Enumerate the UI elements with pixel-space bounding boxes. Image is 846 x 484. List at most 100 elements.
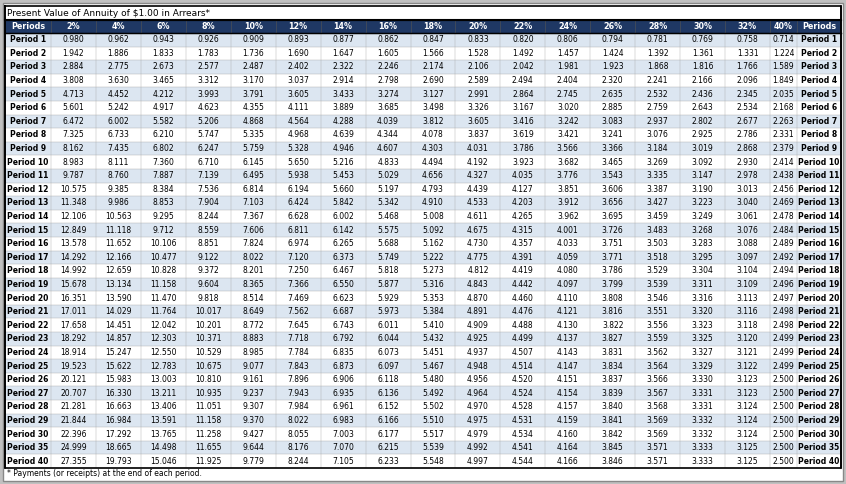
Text: 6.472: 6.472 [63, 117, 85, 126]
Bar [5, 169, 841, 182]
Text: 3.799: 3.799 [602, 280, 624, 289]
Text: 20.121: 20.121 [60, 375, 86, 384]
Text: 3.845: 3.845 [602, 443, 624, 452]
Text: 3.125: 3.125 [737, 457, 758, 466]
Text: 3.092: 3.092 [692, 158, 713, 166]
Text: Present Value of Annuity of $1.00 in Arrears*: Present Value of Annuity of $1.00 in Arr… [7, 9, 210, 17]
Text: 18.665: 18.665 [105, 443, 132, 452]
Text: 6.835: 6.835 [332, 348, 354, 357]
Text: 8.055: 8.055 [288, 429, 309, 439]
Text: 5.467: 5.467 [422, 362, 444, 371]
Text: 3.121: 3.121 [737, 348, 758, 357]
Text: 10.106: 10.106 [150, 239, 177, 248]
Text: 3.498: 3.498 [422, 103, 444, 112]
Text: 0.758: 0.758 [737, 35, 758, 45]
Text: 9.077: 9.077 [242, 362, 264, 371]
Text: 10.563: 10.563 [105, 212, 132, 221]
Text: 3.889: 3.889 [332, 103, 354, 112]
Text: 2.042: 2.042 [512, 62, 534, 72]
Text: 6.814: 6.814 [243, 185, 264, 194]
Text: 3.846: 3.846 [602, 457, 624, 466]
Text: 6.811: 6.811 [288, 226, 309, 235]
Text: 2.745: 2.745 [557, 90, 579, 99]
Bar [5, 88, 841, 101]
Text: 2.589: 2.589 [467, 76, 489, 85]
Bar [5, 332, 841, 346]
Text: 2.438: 2.438 [772, 171, 794, 180]
Text: 8.201: 8.201 [243, 266, 264, 275]
Text: 0.769: 0.769 [692, 35, 713, 45]
Text: 2.925: 2.925 [692, 131, 713, 139]
Text: 6.136: 6.136 [377, 389, 399, 398]
Text: 6.628: 6.628 [288, 212, 309, 221]
Text: 8%: 8% [201, 22, 215, 31]
Text: 24.999: 24.999 [60, 443, 87, 452]
Text: 4.870: 4.870 [467, 294, 489, 302]
Text: 6.906: 6.906 [332, 375, 354, 384]
Text: 21.281: 21.281 [60, 402, 86, 411]
Text: 3.124: 3.124 [737, 402, 758, 411]
Text: 4.121: 4.121 [557, 307, 579, 316]
Text: 3.109: 3.109 [737, 280, 758, 289]
Text: 11.158: 11.158 [195, 416, 222, 425]
Text: Period 27: Period 27 [799, 389, 840, 398]
Text: 3.333: 3.333 [692, 443, 713, 452]
Bar [5, 46, 841, 60]
Text: 1.816: 1.816 [692, 62, 713, 72]
Text: Period 9: Period 9 [801, 144, 837, 153]
Bar [5, 115, 841, 128]
Text: 3.323: 3.323 [692, 321, 713, 330]
Text: 3.316: 3.316 [692, 294, 713, 302]
Text: 5.688: 5.688 [377, 239, 398, 248]
Text: 3.751: 3.751 [602, 239, 624, 248]
Text: 2.174: 2.174 [422, 62, 444, 72]
Text: 5.575: 5.575 [377, 226, 399, 235]
Text: 0.943: 0.943 [152, 35, 174, 45]
Text: 5.242: 5.242 [107, 103, 129, 112]
Text: 4.143: 4.143 [557, 348, 579, 357]
Text: Period 5: Period 5 [10, 90, 46, 99]
Text: 4.623: 4.623 [197, 103, 219, 112]
Text: 2.635: 2.635 [602, 90, 624, 99]
Text: 3.841: 3.841 [602, 416, 624, 425]
Text: 0.962: 0.962 [107, 35, 129, 45]
Text: 9.644: 9.644 [242, 443, 264, 452]
Text: 3.331: 3.331 [692, 402, 713, 411]
Bar [5, 373, 841, 386]
Text: Period 7: Period 7 [10, 117, 47, 126]
Text: 14%: 14% [333, 22, 353, 31]
Text: 17.292: 17.292 [105, 429, 132, 439]
Text: 3.569: 3.569 [646, 416, 668, 425]
Text: Period 29: Period 29 [8, 416, 49, 425]
Text: 2.991: 2.991 [467, 90, 489, 99]
Text: 5.451: 5.451 [422, 348, 444, 357]
Text: 0.833: 0.833 [467, 35, 489, 45]
Text: 3.120: 3.120 [737, 334, 758, 343]
Text: 3.568: 3.568 [647, 402, 668, 411]
Text: 27.355: 27.355 [60, 457, 87, 466]
Text: 2.492: 2.492 [772, 253, 794, 262]
Text: 4.970: 4.970 [467, 402, 489, 411]
Text: 3.020: 3.020 [557, 103, 579, 112]
Text: 9.307: 9.307 [242, 402, 264, 411]
Text: 3.569: 3.569 [646, 429, 668, 439]
Text: 2.673: 2.673 [152, 62, 174, 72]
Text: 2.500: 2.500 [772, 443, 794, 452]
Text: 5.029: 5.029 [377, 171, 399, 180]
Text: 8.384: 8.384 [152, 185, 174, 194]
Text: 5.335: 5.335 [242, 131, 264, 139]
Text: Period 30: Period 30 [799, 429, 840, 439]
Text: 2.494: 2.494 [512, 76, 534, 85]
Text: 4.713: 4.713 [63, 90, 85, 99]
Text: 4.607: 4.607 [377, 144, 399, 153]
Text: 4.288: 4.288 [332, 117, 354, 126]
Text: 8.853: 8.853 [152, 198, 174, 208]
Text: 0.909: 0.909 [242, 35, 264, 45]
Text: 3.459: 3.459 [646, 212, 668, 221]
Text: 8.244: 8.244 [197, 212, 219, 221]
Text: 4.212: 4.212 [152, 90, 174, 99]
Text: 4.080: 4.080 [557, 266, 579, 275]
Text: 9.604: 9.604 [197, 280, 219, 289]
Text: 16.351: 16.351 [60, 294, 87, 302]
Text: 13.591: 13.591 [150, 416, 177, 425]
